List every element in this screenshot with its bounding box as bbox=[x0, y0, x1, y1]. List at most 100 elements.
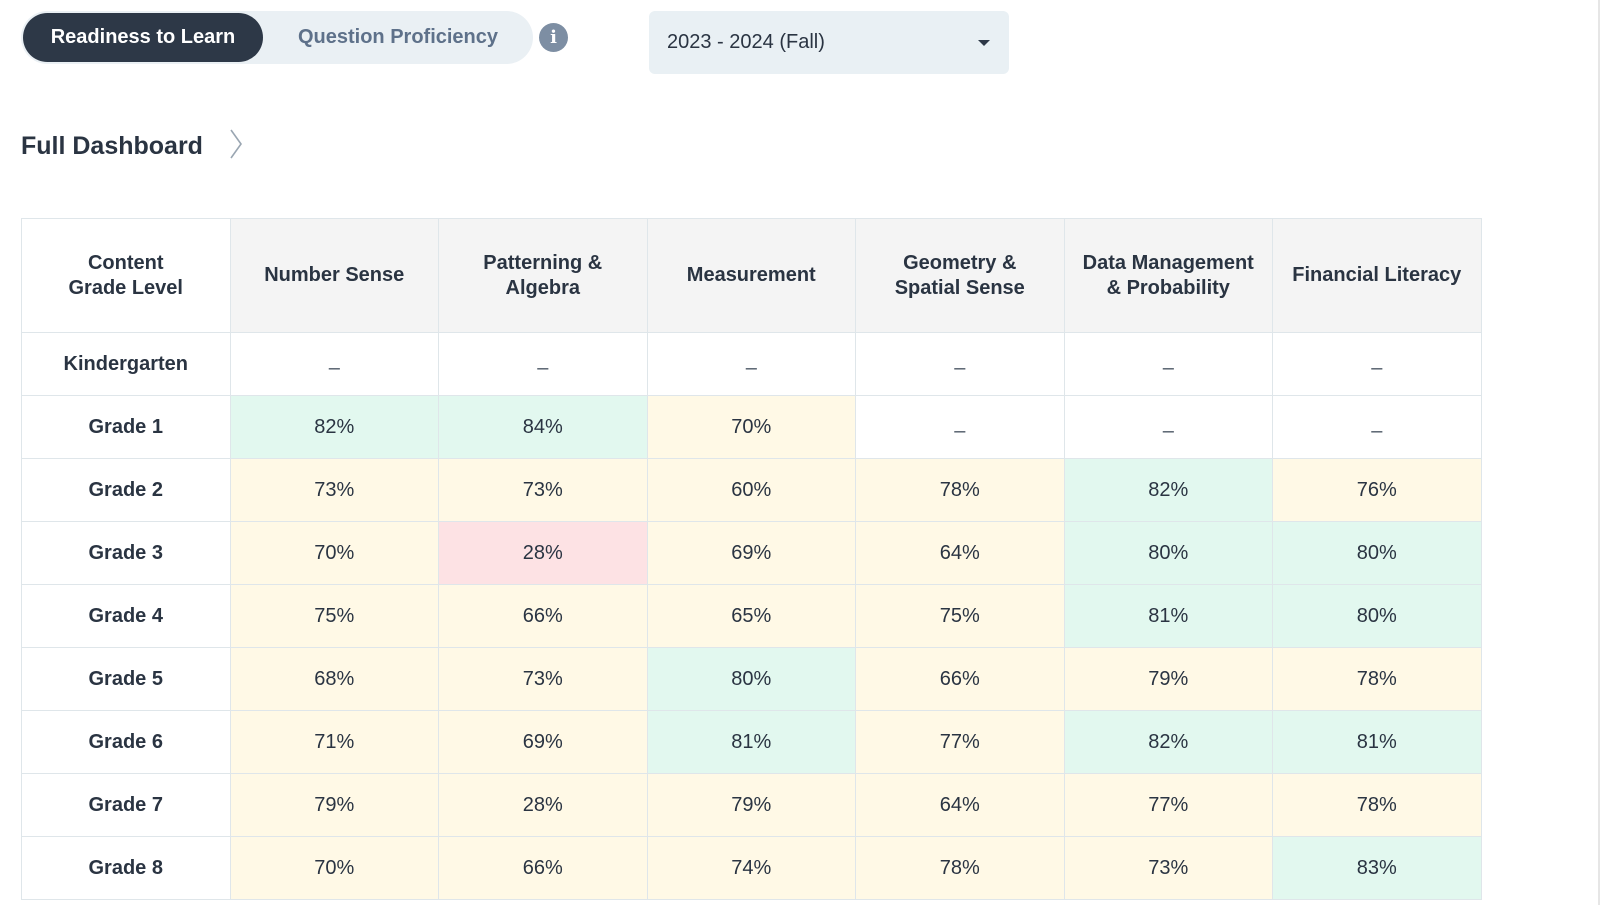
scrollbar[interactable] bbox=[1598, 0, 1600, 905]
score-cell[interactable]: 77% bbox=[1063, 773, 1273, 837]
term-dropdown-value: 2023 - 2024 (Fall) bbox=[667, 31, 825, 53]
score-cell[interactable]: 28% bbox=[438, 773, 648, 837]
score-value: 73% bbox=[1148, 856, 1189, 879]
score-cell[interactable]: 73% bbox=[1063, 836, 1273, 900]
score-cell[interactable]: 75% bbox=[855, 584, 1065, 648]
score-cell[interactable]: 60% bbox=[646, 458, 856, 522]
score-value: 64% bbox=[939, 541, 980, 564]
score-cell[interactable]: 82% bbox=[1063, 458, 1273, 522]
score-cell[interactable]: – bbox=[1063, 395, 1273, 459]
score-cell[interactable]: 64% bbox=[855, 773, 1065, 837]
score-value: 60% bbox=[731, 478, 772, 501]
score-cell[interactable]: 80% bbox=[1063, 521, 1273, 585]
score-value: 66% bbox=[939, 667, 980, 690]
table-row: Grade 7 79% 28% 79% 64% 77% 78% bbox=[21, 773, 1482, 837]
column-header-line1: Data Management bbox=[1082, 251, 1254, 274]
table-row: Grade 2 73% 73% 60% 78% 82% 76% bbox=[21, 458, 1482, 522]
column-header-line1: Number Sense bbox=[264, 264, 405, 286]
score-value: 80% bbox=[1356, 604, 1397, 627]
score-value: 69% bbox=[522, 730, 563, 753]
term-dropdown[interactable]: 2023 - 2024 (Fall) bbox=[649, 11, 1009, 74]
column-header-financial-literacy: Financial Literacy bbox=[1272, 218, 1482, 333]
header-row: Content Grade Level Number Sense Pattern… bbox=[21, 218, 1482, 333]
full-dashboard-link[interactable]: Full Dashboard bbox=[21, 124, 243, 168]
score-cell[interactable]: 70% bbox=[229, 521, 439, 585]
score-value: – bbox=[745, 356, 757, 379]
grade-label: Grade 2 bbox=[21, 458, 231, 522]
score-cell[interactable]: 73% bbox=[229, 458, 439, 522]
question-proficiency-tab[interactable]: Question Proficiency bbox=[297, 26, 499, 48]
score-cell[interactable]: 79% bbox=[646, 773, 856, 837]
score-cell[interactable]: 81% bbox=[1272, 710, 1482, 774]
score-cell[interactable]: 75% bbox=[229, 584, 439, 648]
score-cell[interactable]: 79% bbox=[1063, 647, 1273, 711]
score-value: 84% bbox=[522, 415, 563, 438]
score-cell[interactable]: – bbox=[1272, 332, 1482, 396]
score-cell[interactable]: 83% bbox=[1272, 836, 1482, 900]
score-cell[interactable]: 77% bbox=[855, 710, 1065, 774]
score-cell[interactable]: 69% bbox=[438, 710, 648, 774]
readiness-to-learn-tab[interactable]: Readiness to Learn bbox=[23, 13, 263, 62]
score-cell[interactable]: 70% bbox=[646, 395, 856, 459]
grade-label: Grade 8 bbox=[21, 836, 231, 900]
score-value: 28% bbox=[522, 793, 563, 816]
score-cell[interactable]: 73% bbox=[438, 458, 648, 522]
score-cell[interactable]: 66% bbox=[855, 647, 1065, 711]
score-value: 79% bbox=[731, 793, 772, 816]
score-cell[interactable]: 69% bbox=[646, 521, 856, 585]
score-value: 77% bbox=[939, 730, 980, 753]
mode-toggle: Readiness to Learn Question Proficiency bbox=[21, 11, 533, 64]
table-row: Grade 3 70% 28% 69% 64% 80% 80% bbox=[21, 521, 1482, 585]
score-value: 73% bbox=[314, 478, 355, 501]
score-cell[interactable]: 81% bbox=[1063, 584, 1273, 648]
score-cell[interactable]: 81% bbox=[646, 710, 856, 774]
score-cell[interactable]: 79% bbox=[229, 773, 439, 837]
score-cell[interactable]: 70% bbox=[229, 836, 439, 900]
column-header-line1: Geometry & bbox=[903, 251, 1017, 274]
score-value: 28% bbox=[522, 541, 563, 564]
score-value: 82% bbox=[1148, 730, 1189, 753]
score-cell[interactable]: – bbox=[855, 395, 1065, 459]
score-cell[interactable]: 78% bbox=[1272, 647, 1482, 711]
score-cell[interactable]: – bbox=[438, 332, 648, 396]
score-cell[interactable]: 78% bbox=[1272, 773, 1482, 837]
score-cell[interactable]: 64% bbox=[855, 521, 1065, 585]
info-icon[interactable]: i bbox=[539, 23, 568, 52]
score-cell[interactable]: – bbox=[229, 332, 439, 396]
score-cell[interactable]: 82% bbox=[229, 395, 439, 459]
score-cell[interactable]: 80% bbox=[1272, 584, 1482, 648]
score-cell[interactable]: – bbox=[1063, 332, 1273, 396]
score-cell[interactable]: – bbox=[646, 332, 856, 396]
score-cell[interactable]: 82% bbox=[1063, 710, 1273, 774]
score-cell[interactable]: 66% bbox=[438, 836, 648, 900]
score-cell[interactable]: 74% bbox=[646, 836, 856, 900]
score-cell[interactable]: 68% bbox=[229, 647, 439, 711]
score-cell[interactable]: 84% bbox=[438, 395, 648, 459]
score-cell[interactable]: 66% bbox=[438, 584, 648, 648]
score-value: 81% bbox=[1356, 730, 1397, 753]
score-value: 70% bbox=[731, 415, 772, 438]
table-row: Grade 8 70% 66% 74% 78% 73% 83% bbox=[21, 836, 1482, 900]
readiness-table: Content Grade Level Number Sense Pattern… bbox=[21, 218, 1482, 900]
score-value: 74% bbox=[731, 856, 772, 879]
caret-down-icon bbox=[978, 40, 990, 46]
score-cell[interactable]: 65% bbox=[646, 584, 856, 648]
score-value: 70% bbox=[314, 856, 355, 879]
score-cell[interactable]: 71% bbox=[229, 710, 439, 774]
score-cell[interactable]: 73% bbox=[438, 647, 648, 711]
score-cell[interactable]: 78% bbox=[855, 458, 1065, 522]
score-value: 77% bbox=[1148, 793, 1189, 816]
grade-label: Kindergarten bbox=[21, 332, 231, 396]
table-row: Grade 1 82% 84% 70% – – – bbox=[21, 395, 1482, 459]
score-cell[interactable]: 80% bbox=[1272, 521, 1482, 585]
score-value: – bbox=[1162, 356, 1174, 379]
score-cell[interactable]: – bbox=[855, 332, 1065, 396]
score-cell[interactable]: – bbox=[1272, 395, 1482, 459]
score-cell[interactable]: 28% bbox=[438, 521, 648, 585]
score-cell[interactable]: 78% bbox=[855, 836, 1065, 900]
score-cell[interactable]: 80% bbox=[646, 647, 856, 711]
score-cell[interactable]: 76% bbox=[1272, 458, 1482, 522]
score-value: 71% bbox=[314, 730, 355, 753]
score-value: 78% bbox=[1356, 793, 1397, 816]
score-value: 79% bbox=[1148, 667, 1189, 690]
